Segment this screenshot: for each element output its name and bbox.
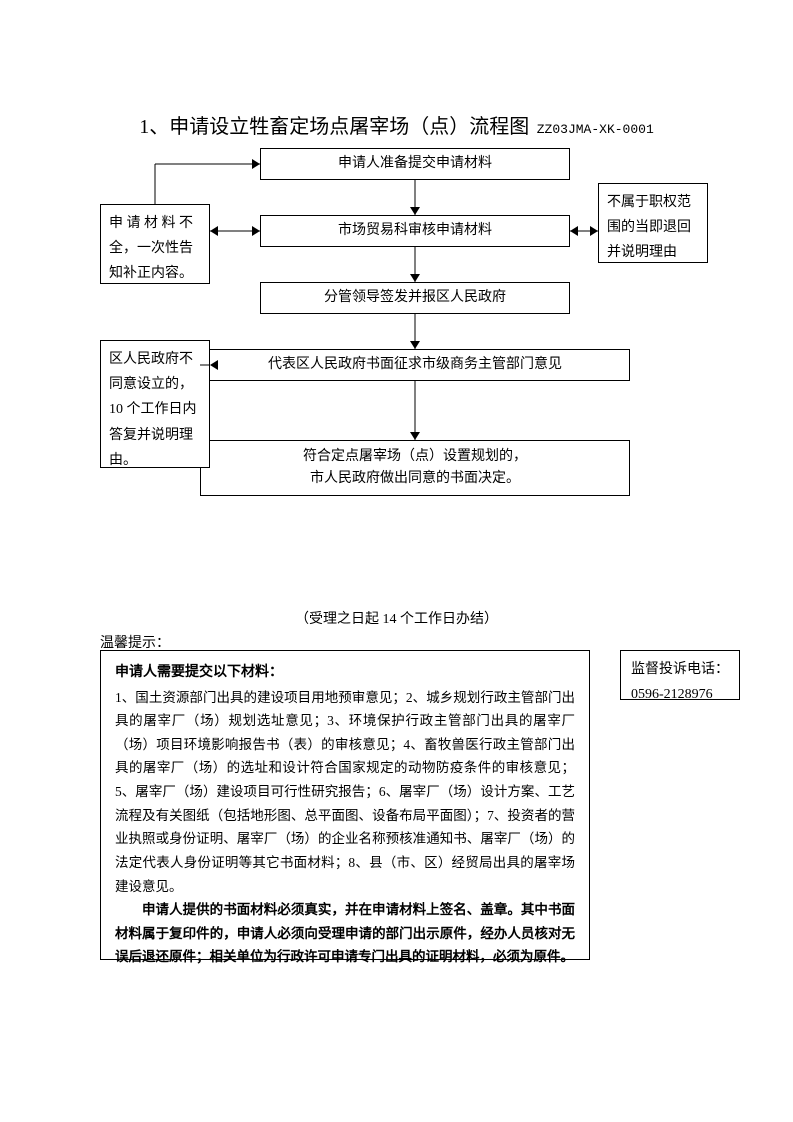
flow-step-2-text: 市场贸易科审核申请材料 — [338, 220, 492, 242]
page-title-code: ZZ03JMA-XK-0001 — [537, 122, 654, 137]
contact-box: 监督投诉电话： 0596-2128976 — [620, 650, 740, 700]
tips-label: 温馨提示： — [100, 632, 170, 652]
flow-step-3: 分管领导签发并报区人民政府 — [260, 282, 570, 314]
side-note-disagree: 区人民政府不同意设立的，10 个工作日内答复并说明理由。 — [100, 340, 210, 468]
flow-step-2: 市场贸易科审核申请材料 — [260, 215, 570, 247]
materials-box: 申请人需要提交以下材料： 1、国土资源部门出具的建设项目用地预审意见；2、城乡规… — [100, 650, 590, 960]
flow-step-4: 代表区人民政府书面征求市级商务主管部门意见 — [200, 349, 630, 381]
flow-step-4-text: 代表区人民政府书面征求市级商务主管部门意见 — [268, 354, 562, 376]
side-note-incomplete: 申 请 材 料 不全，一次性告知补正内容。 — [100, 204, 210, 284]
flow-step-3-text: 分管领导签发并报区人民政府 — [324, 287, 506, 309]
side-note-out-of-scope: 不属于职权范围的当即退回并说明理由 — [598, 183, 708, 263]
materials-body: 1、国土资源部门出具的建设项目用地预审意见；2、城乡规划行政主管部门出具的屠宰厂… — [115, 686, 575, 899]
page-title: 1、申请设立牲畜定场点屠宰场（点）流程图 — [139, 116, 529, 138]
flow-step-5-text: 符合定点屠宰场（点）设置规划的， 市人民政府做出同意的书面决定。 — [303, 446, 527, 491]
flow-step-5: 符合定点屠宰场（点）设置规划的， 市人民政府做出同意的书面决定。 — [200, 440, 630, 496]
page-title-row: 1、申请设立牲畜定场点屠宰场（点）流程图 ZZ03JMA-XK-0001 — [0, 110, 793, 139]
materials-bold-note: 申请人提供的书面材料必须真实，并在申请材料上签名、盖章。其中书面材料属于复印件的… — [115, 898, 575, 969]
flow-step-1-text: 申请人准备提交申请材料 — [338, 153, 492, 175]
page: 1、申请设立牲畜定场点屠宰场（点）流程图 ZZ03JMA-XK-0001 申请人… — [0, 0, 793, 1122]
processing-time-note: （受理之日起 14 个工作日办结） — [0, 608, 793, 628]
contact-phone: 0596-2128976 — [631, 682, 729, 707]
contact-label: 监督投诉电话： — [631, 657, 729, 682]
flow-step-1: 申请人准备提交申请材料 — [260, 148, 570, 180]
materials-heading: 申请人需要提交以下材料： — [115, 661, 575, 686]
